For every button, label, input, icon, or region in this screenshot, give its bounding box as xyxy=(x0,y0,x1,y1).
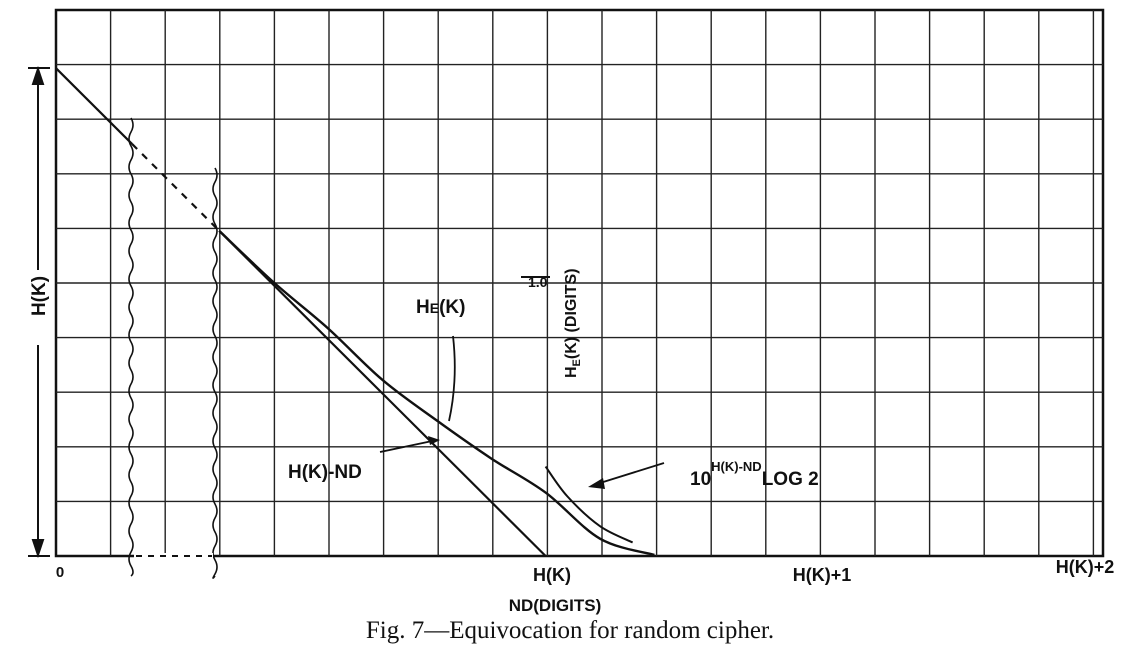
he-k-sub: E xyxy=(430,300,439,316)
x-axis-label: ND(DIGITS) xyxy=(509,596,602,615)
y2-label-sub: E xyxy=(571,359,583,366)
y-marker-label: 1.0 xyxy=(528,274,548,290)
exp-rest: LOG 2 xyxy=(762,469,819,490)
label-pointers xyxy=(379,335,665,489)
he-k-main: H xyxy=(416,297,430,318)
pointer-h-k-minus-nd xyxy=(379,439,438,453)
he-k-rest: (K) xyxy=(439,297,465,318)
y2-label-main: H xyxy=(563,366,580,378)
axis-break-marks xyxy=(128,117,218,579)
break-line-right xyxy=(212,167,218,579)
pointer-exp-approx xyxy=(599,462,665,484)
y2-axis-label: HE(K) (DIGITS) xyxy=(563,268,583,378)
x-tick-label: 0 xyxy=(56,564,64,581)
exp-superscript: H(K)-ND xyxy=(711,459,762,474)
series-he-k-dashed xyxy=(131,143,220,232)
x-tick-labels: 0 H(K) H(K)+1 H(K)+2 xyxy=(56,557,1114,585)
y-axis-label: H(K) xyxy=(29,276,50,316)
x-tick-label: H(K) xyxy=(533,565,571,585)
series-he-k-curve xyxy=(218,229,655,557)
grid xyxy=(54,8,1105,558)
x-tick-label: H(K)+2 xyxy=(1056,557,1115,577)
series-label-h-k-minus-nd: H(K)-ND xyxy=(288,462,362,483)
series-h-k-minus-nd xyxy=(218,230,547,557)
x-tick-label: H(K)+1 xyxy=(793,565,852,585)
series-label-exp-approx: 10H(K)-NDLOG 2 xyxy=(690,459,819,490)
series-label-he-k: HE(K) xyxy=(416,297,465,318)
pointer-h-k-minus-nd-head xyxy=(428,436,440,445)
series-exp-approx xyxy=(544,465,634,544)
figure-caption: Fig. 7—Equivocation for random cipher. xyxy=(366,617,774,644)
pointer-exp-approx-head xyxy=(588,478,605,489)
series-group xyxy=(55,67,655,557)
series-he-k-start xyxy=(55,67,133,145)
pointer-he-k xyxy=(448,335,456,422)
exp-base: 10 xyxy=(690,469,711,490)
h-k-dimension-arrow xyxy=(28,65,50,559)
break-line-left xyxy=(128,117,134,577)
y2-label-rest: (K) (DIGITS) xyxy=(563,268,580,359)
